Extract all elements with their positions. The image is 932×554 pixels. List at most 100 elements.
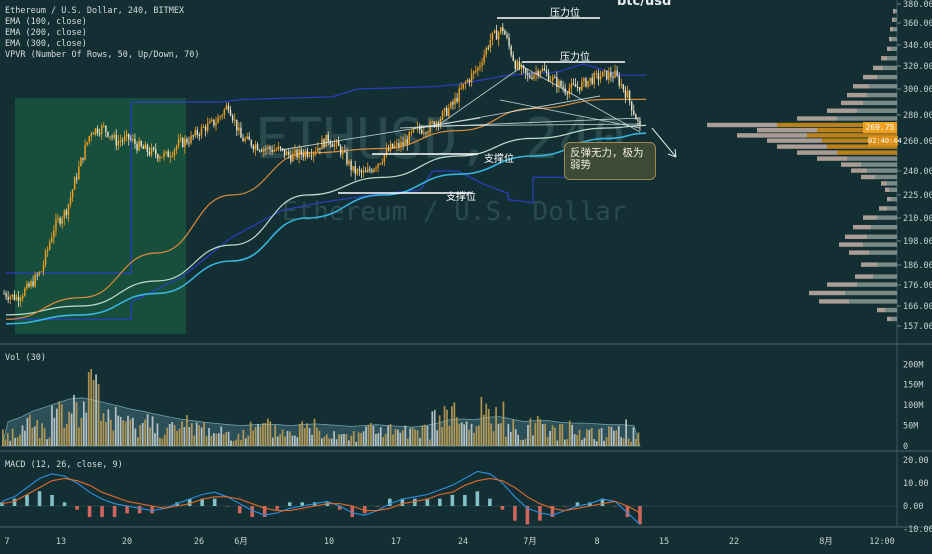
volume-bar [68,411,70,446]
vp-up-23 [887,181,897,186]
candle-body [283,149,286,156]
candle-body [487,47,490,49]
candle-body [59,218,61,224]
volume-bar [581,439,583,446]
macd-histogram-bar [50,494,54,506]
volume-bar [379,427,382,446]
volume-bar [419,438,421,446]
macd-histogram-bar [0,502,4,506]
candle-body [527,73,529,76]
volume-bar [97,383,100,446]
candle-body [454,97,456,105]
macd-histogram-bar [550,506,555,518]
candle-body [175,146,178,150]
volume-legend[interactable]: Vol (30) [5,353,46,363]
candle-body [105,125,107,132]
volume-bar [463,424,466,446]
volume-bar [181,421,183,446]
candle-body [206,123,209,131]
volume-bar [529,418,532,446]
volume-bar [632,427,635,446]
candle-body [601,71,604,77]
candle-body [82,157,84,160]
vp-down-37 [877,307,885,313]
candle-body [213,119,215,126]
volume-bar [55,408,58,446]
volume-bar [46,439,48,446]
vp-up-33 [873,274,897,279]
vp-up-3 [892,36,897,42]
volume-bar [505,436,507,446]
candle-body [541,68,544,72]
volume-tick-label: 100M [903,401,923,411]
legend-ema200[interactable]: EMA (200, close) [5,28,87,38]
candle-body [485,47,487,55]
candle-body [581,81,583,91]
volume-bar [605,437,608,446]
candle-body [254,144,257,150]
volume-bar [522,439,524,446]
candle-body [593,73,596,84]
candle-body [57,218,59,220]
candle-body [431,121,433,123]
candle-body [69,196,72,205]
candle-body [84,144,86,160]
vp-up-12 [837,116,897,121]
candle-body [497,32,500,40]
volume-bar [31,427,34,446]
volume-bar [613,430,615,446]
candle-body [481,62,483,66]
macd-legend[interactable]: MACD (12, 26, close, 9) [5,460,123,470]
price-tick-label: 198.00 [903,237,932,247]
volume-bar [490,423,493,446]
candle-body [103,125,105,127]
volume-bar [6,432,9,446]
candle-body [256,144,259,151]
time-tick-label: 8 [594,537,599,547]
legend-ema300[interactable]: EMA (300, close) [5,39,87,49]
vp-up-27 [877,215,897,220]
volume-bar [188,427,191,446]
volume-bar [600,428,603,446]
candle-body [406,139,408,144]
legend-vpvr[interactable]: VPVR (Number Of Rows, 50, Up/Down, 70) [5,50,200,60]
vp-up-28 [871,224,897,230]
candle-body [385,149,388,156]
volume-bar [627,438,630,446]
ema300-line [5,132,647,325]
candle-body [441,111,444,120]
volume-bar [58,401,61,446]
vp-up-32 [877,262,897,267]
candle-body [537,71,539,76]
price-tick-label: 260.00 [903,137,932,147]
candle-body [15,296,18,300]
price-tick-label: 176.00 [903,281,932,291]
volume-bar [168,424,171,446]
candle-body [194,130,196,136]
volume-bar [2,429,4,446]
volume-bar [436,430,439,446]
candle-body [11,294,14,297]
candle-body [543,68,546,71]
candle-body [558,81,560,88]
vp-up-13 [777,122,897,128]
legend-symbol[interactable]: Ethereum / U.S. Dollar, 240, BITMEX [5,6,185,16]
volume-bar [321,438,323,446]
volume-bar [281,429,284,446]
macd-histogram-bar [613,506,617,507]
vp-down-13 [707,122,777,128]
legend-ema100[interactable]: EMA (100, close) [5,17,87,27]
candle-body [531,77,533,79]
macd-line [1,470,641,525]
volume-bar [534,422,537,446]
candle-body [200,127,203,136]
candle-body [387,149,390,151]
vp-down-7 [863,74,877,80]
candle-body [161,156,163,158]
candle-body [358,169,361,171]
candle-body [450,102,452,109]
candle-body [192,135,194,137]
volume-bar [186,415,188,446]
